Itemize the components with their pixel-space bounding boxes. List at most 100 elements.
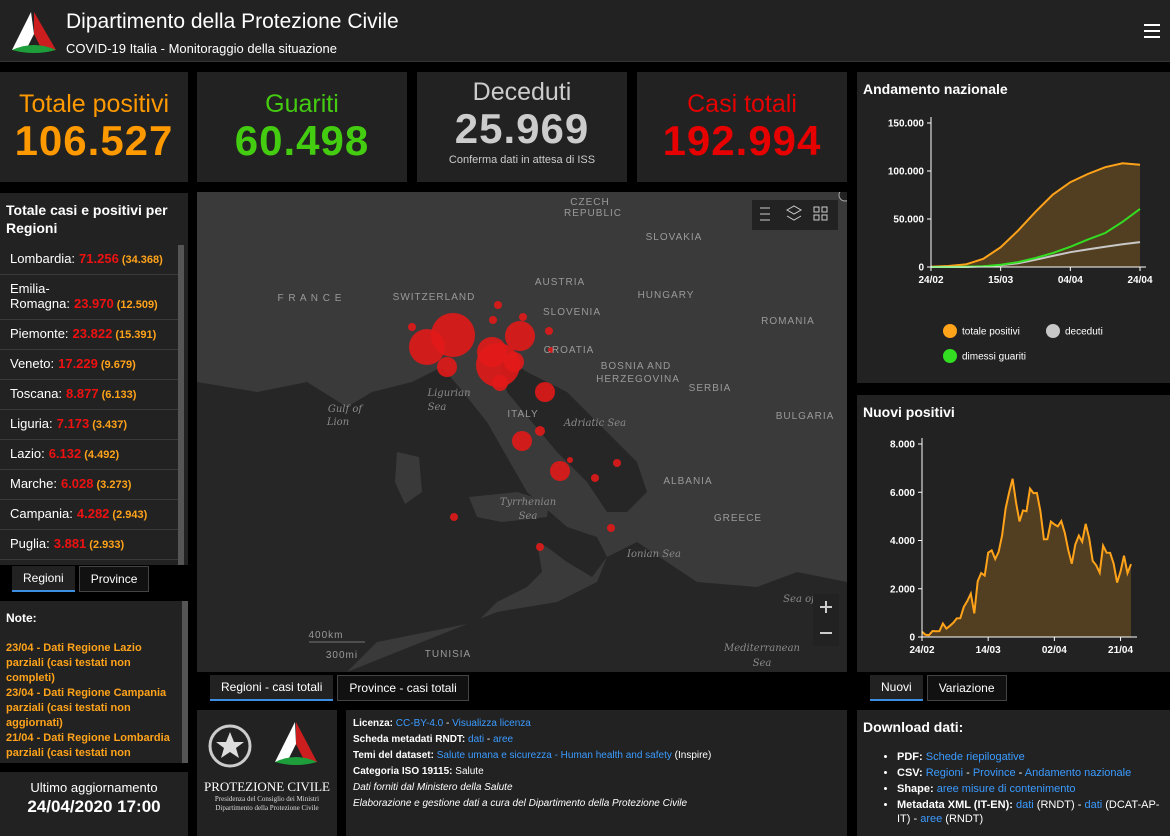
text-segment: Licenza: bbox=[353, 718, 396, 729]
link[interactable]: Schede riepilogative bbox=[925, 751, 1025, 763]
download-item: Shape: aree misure di contenimento bbox=[897, 782, 1170, 796]
page-subtitle: COVID-19 Italia - Monitoraggio della sit… bbox=[66, 41, 337, 56]
stat-label: Totale positivi bbox=[18, 90, 170, 118]
map-tabs: Regioni - casi totali Province - casi tot… bbox=[210, 675, 469, 701]
link[interactable]: Salute umana e sicurezza - Human health … bbox=[436, 750, 672, 761]
region-positive: (2.933) bbox=[89, 539, 125, 551]
region-total: 8.877 bbox=[66, 386, 99, 401]
text-segment: (RNDT) bbox=[942, 813, 984, 825]
region-positive: (15.391) bbox=[115, 329, 157, 341]
region-row: Puglia: 3.881 (2.933) bbox=[0, 530, 178, 560]
map-tool-icons[interactable] bbox=[760, 205, 828, 221]
link[interactable]: aree misure di contenimento bbox=[936, 783, 1076, 795]
map-label: SLOVAKIA bbox=[646, 232, 703, 243]
text-segment: Scheda metadati RNDT: bbox=[353, 734, 469, 745]
tab[interactable]: Nuovi bbox=[870, 675, 923, 701]
link[interactable]: aree bbox=[493, 734, 514, 745]
chart-tabs: Nuovi Variazione bbox=[870, 675, 1007, 701]
region-row: Lombardia: 71.256 (34.368) bbox=[0, 245, 178, 275]
header: Dipartimento della Protezione Civile COV… bbox=[0, 0, 1170, 62]
link[interactable]: Province bbox=[972, 767, 1016, 779]
tab[interactable]: Province - casi totali bbox=[337, 675, 469, 701]
chart-title: Andamento nazionale bbox=[863, 81, 1008, 97]
link[interactable]: Andamento nazionale bbox=[1024, 767, 1132, 779]
map-label: 300mi bbox=[326, 650, 358, 661]
x-tick-label: 24/04 bbox=[1127, 275, 1152, 286]
stat-label: Casi totali bbox=[687, 90, 797, 118]
x-tick-label: 21/04 bbox=[1108, 645, 1133, 656]
tab[interactable]: Variazione bbox=[926, 675, 1007, 701]
note: 23/04 - Dati Regione Lazio parziali (cas… bbox=[6, 642, 142, 684]
link[interactable]: Visualizza licenza bbox=[452, 718, 531, 729]
region-row: Campania: 4.282 (2.943) bbox=[0, 500, 178, 530]
link[interactable]: dati bbox=[1015, 799, 1034, 811]
map-label: Sea bbox=[753, 658, 772, 669]
download-list: PDF: Schede riepilogative CSV: Regioni - … bbox=[857, 750, 1170, 826]
text-segment: - bbox=[963, 767, 973, 779]
text-segment: Salute bbox=[455, 766, 484, 777]
map-label: Ligurian bbox=[426, 388, 470, 399]
tab[interactable]: Province bbox=[78, 566, 150, 592]
region-row: Toscana: 8.877 (6.133) bbox=[0, 380, 178, 410]
link[interactable]: CC-BY-4.0 bbox=[395, 718, 444, 729]
legend-label: deceduti bbox=[1065, 327, 1103, 338]
map-label: Tyrrhenian bbox=[500, 497, 556, 508]
text-segment: Temi del dataset: bbox=[353, 750, 437, 761]
map-label: SLOVENIA bbox=[543, 307, 601, 318]
tab[interactable]: Regioni - casi totali bbox=[210, 675, 334, 701]
region-total: 17.229 bbox=[58, 356, 98, 371]
map-label: 400km bbox=[308, 630, 343, 641]
region-positive: (2.943) bbox=[112, 509, 148, 521]
map-label: CROATIA bbox=[544, 345, 595, 356]
stat-box: Deceduti 25.969 Conferma dati in attesa di… bbox=[417, 72, 627, 182]
text-segment: Categoria ISO 19115: bbox=[353, 766, 456, 777]
link[interactable]: dati bbox=[1084, 799, 1103, 811]
logo-mark bbox=[12, 12, 56, 53]
regions-tabs: Regioni Province bbox=[12, 566, 150, 592]
region-total: 6.132 bbox=[48, 446, 82, 461]
license-line: Temi del dataset: Salute umana e sicurez… bbox=[346, 748, 847, 764]
region-row: P.A. Trento:3.776(1.827) bbox=[0, 560, 178, 565]
link[interactable]: dati bbox=[468, 734, 485, 745]
stat-value: 25.969 bbox=[454, 105, 590, 152]
x-tick-label: 15/03 bbox=[988, 275, 1013, 286]
menu-button[interactable] bbox=[1143, 22, 1163, 42]
license-panel: Licenza: CC-BY-4.0 - Visualizza licenza S… bbox=[346, 710, 847, 836]
text-segment: - bbox=[484, 734, 494, 745]
map-label: HUNGARY bbox=[638, 290, 695, 301]
update-label: Ultimo aggiornamento bbox=[30, 780, 158, 795]
y-tick-label: 150.000 bbox=[888, 119, 925, 130]
trend-panel: Andamento nazionale 0 50.000 100.000 150.00… bbox=[857, 72, 1170, 383]
tab[interactable]: Regioni bbox=[12, 566, 75, 592]
x-tick-label: 24/02 bbox=[909, 645, 934, 656]
map-label: HERZEGOVINA bbox=[596, 374, 680, 385]
map-label: GREECE bbox=[714, 513, 762, 524]
region-positive: (4.492) bbox=[84, 449, 120, 461]
text-segment: - bbox=[1015, 767, 1025, 779]
regions-panel: Totale casi e positivi per Regioni Lomba… bbox=[0, 193, 188, 565]
region-row: Veneto: 17.229 (9.679) bbox=[0, 350, 178, 380]
map-label: F R A N C E bbox=[278, 293, 343, 304]
text-segment: (DCAT-AP-IT) - bbox=[897, 799, 1160, 825]
fullscreen-button[interactable] bbox=[838, 192, 847, 202]
link[interactable]: Regioni bbox=[925, 767, 964, 779]
map-label: ALBANIA bbox=[663, 476, 712, 487]
page-title: Dipartimento della Protezione Civile bbox=[66, 10, 399, 33]
region-row: Piemonte: 23.822 (15.391) bbox=[0, 320, 178, 350]
region-positive: (9.679) bbox=[100, 359, 136, 371]
logo-emblems bbox=[208, 722, 317, 768]
notes-panel: Note: 23/04 - Dati Regione Lazio parzial… bbox=[0, 601, 188, 763]
region-name: Lombardia: bbox=[10, 251, 76, 266]
map-label: Sea bbox=[519, 511, 538, 522]
link[interactable]: aree bbox=[920, 813, 943, 825]
region-total: 3.881 bbox=[53, 536, 87, 551]
new-cases-panel: Nuovi positivi 0 2.000 4.000 6.000 8.000 24/0… bbox=[857, 395, 1170, 672]
region-positive: (6.133) bbox=[101, 389, 137, 401]
legend-label: totale positivi bbox=[962, 327, 1020, 338]
region-name: Marche: bbox=[10, 476, 57, 491]
download-panel: Download dati: PDF: Schede riepilogative… bbox=[857, 710, 1170, 836]
zoom-icons[interactable] bbox=[820, 601, 832, 634]
map-label: ROMANIA bbox=[761, 316, 815, 327]
map-label: CZECH bbox=[570, 197, 609, 208]
